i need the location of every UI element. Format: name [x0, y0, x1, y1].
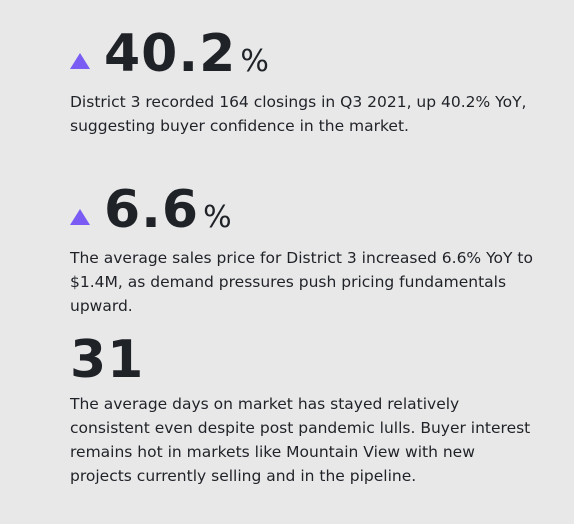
stat-description: District 3 recorded 164 closings in Q3 2…: [70, 93, 527, 135]
stat-description: The average days on market has stayed re…: [70, 395, 531, 485]
stat-value: 40.2: [104, 24, 237, 84]
stat-value: 31: [70, 330, 145, 390]
triangle-up-icon: [70, 53, 90, 69]
stat-sales-price: 6.6 % The average sales price for Distri…: [70, 184, 540, 318]
stat-unit: %: [240, 44, 269, 79]
stat-days-on-market: 31 The average days on market has stayed…: [70, 334, 540, 488]
stat-value: 6.6: [104, 180, 200, 240]
stat-headline: 31: [70, 334, 540, 392]
stat-headline: 40.2 %: [70, 28, 540, 90]
triangle-up-icon: [70, 209, 90, 225]
stat-description: The average sales price for District 3 i…: [70, 249, 533, 315]
stat-closings: 40.2 % District 3 recorded 164 closings …: [70, 28, 540, 138]
stat-headline: 6.6 %: [70, 184, 540, 246]
stat-unit: %: [203, 200, 232, 235]
